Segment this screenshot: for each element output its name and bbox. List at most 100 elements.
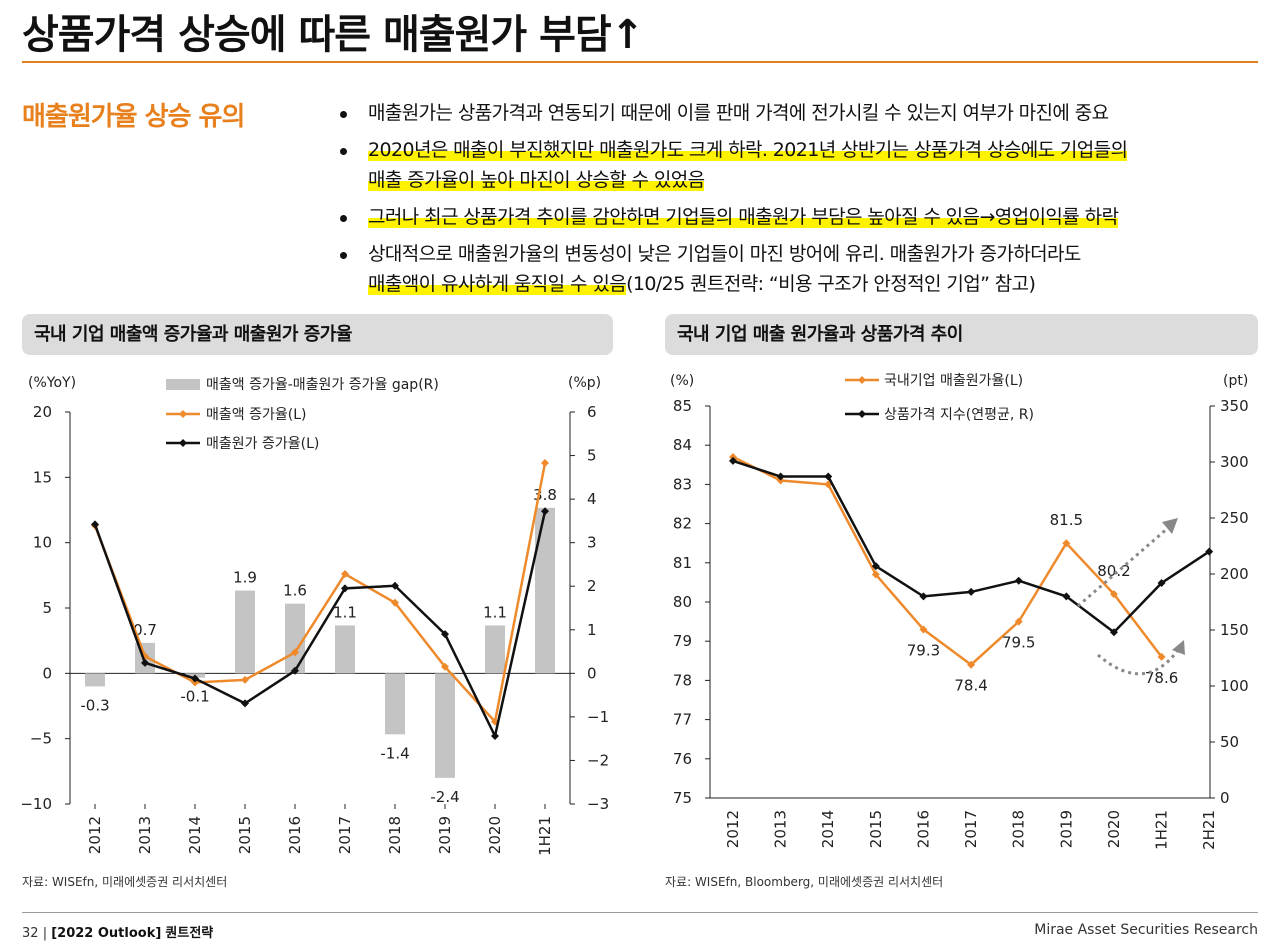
- gap-bar-label: 1.1: [333, 603, 357, 621]
- commodity-index-point: [1109, 628, 1118, 637]
- right-tick-label: 0: [587, 664, 597, 682]
- left-tick-label: 15: [33, 468, 52, 486]
- bullet-text: 매출액이 유사하게 움직일 수 있음: [368, 273, 627, 295]
- bullet-dot-icon: [340, 215, 347, 222]
- legend-gap-swatch: [166, 379, 200, 390]
- cogs-growth-line: [93, 511, 547, 740]
- trend-up-dotted-arrow: [1077, 526, 1169, 608]
- right-axis-unit: (%p): [568, 375, 601, 391]
- commodity-index-point: [824, 472, 833, 481]
- chart2-svg: (%) (pt) 75 76 77 78 79 80 81 82 83 84 85 0 50 100 150 20…: [670, 373, 1249, 850]
- cost-ratio-point: [1062, 539, 1071, 548]
- cost-ratio-label: 81.5: [1050, 511, 1083, 529]
- right-tick-label: 50: [1220, 733, 1239, 751]
- x-tick-label: 2020: [486, 816, 504, 854]
- chart1-source: 자료: WISEfn, 미래에셋증권 리서치센터: [22, 875, 228, 889]
- cost-ratio-label: 80.2: [1097, 562, 1130, 580]
- right-tick-label: 5: [587, 447, 597, 465]
- page-number: 32: [22, 926, 39, 941]
- left-tick-label: 82: [673, 515, 692, 533]
- sales-growth-line: [93, 462, 547, 725]
- legend-cogs-label: 매출원가 증가율(L): [206, 436, 319, 452]
- bullet-text: 그러나 최근 상품가격 추이를 감안하면 기업들의 매출원가 부담은 높아질 수…: [368, 206, 1119, 228]
- right-tick-label: 300: [1220, 453, 1249, 471]
- right-tick-label: 4: [587, 490, 597, 508]
- cost-ratio-point: [1109, 590, 1118, 599]
- footer-divider: [22, 912, 1258, 913]
- chart1-svg: (%YoY) (%p)−10−505101520−3−2−10123456-0.3…: [20, 375, 609, 856]
- left-tick-label: −10: [20, 795, 52, 813]
- bullet-item: 2020년은 매출이 부진했지만 매출원가도 크게 하락. 2021년 상반기는…: [338, 135, 1258, 195]
- left-tick-label: 84: [673, 436, 692, 454]
- left-tick-label: 20: [33, 403, 52, 421]
- cogs-growth-point: [341, 584, 349, 593]
- gap-bar: [285, 603, 305, 674]
- left-tick-label: 10: [33, 534, 52, 552]
- cost-ratio-line: [732, 455, 1163, 667]
- bullet-text: 매출 증가율이 높아 마진이 상승할 수 있었음: [368, 169, 705, 191]
- cost-ratio-label: 79.5: [1002, 634, 1035, 652]
- sales-growth-point: [341, 570, 349, 579]
- bullet-text: (10/25 퀀트전략: “비용 구조가 안정적인 기업” 참고): [626, 273, 1036, 295]
- x-tick-label: 1H21: [536, 816, 554, 856]
- right-tick-label: 350: [1220, 397, 1249, 415]
- left-tick-label: 78: [673, 671, 692, 689]
- cogs-growth-point: [291, 666, 299, 675]
- commodity-index-point: [919, 592, 928, 601]
- commodity-index-point: [1205, 547, 1214, 556]
- gap-bar: [85, 673, 105, 687]
- x-tick-label: 2017: [962, 810, 980, 848]
- right-tick-label: 1: [587, 621, 597, 639]
- cost-ratio-point: [1014, 617, 1023, 626]
- x-tick-label: 2016: [914, 810, 932, 848]
- x-tick-label: 2H21: [1200, 810, 1218, 850]
- title-divider: [22, 61, 1258, 63]
- sales-growth-point: [391, 598, 399, 607]
- cost-ratio-point: [967, 660, 976, 669]
- gap-bar: [235, 590, 255, 674]
- chart1-header: 국내 기업 매출액 증가율과 매출원가 증가율: [22, 314, 613, 355]
- footer-publisher: Mirae Asset Securities Research: [1034, 922, 1258, 938]
- x-tick-label: 2012: [86, 816, 104, 854]
- x-tick-label: 2013: [772, 810, 790, 848]
- cogs-growth-point: [391, 581, 399, 590]
- cost-ratio-label: 79.3: [907, 641, 940, 659]
- sales-growth-point: [441, 662, 449, 671]
- cogs-growth-point: [491, 732, 499, 741]
- commodity-index-point: [1157, 578, 1166, 587]
- left-tick-label: 0: [42, 664, 52, 682]
- cost-ratio-point: [824, 480, 833, 489]
- cogs-growth-point: [191, 674, 199, 683]
- left-tick-label: 5: [42, 599, 52, 617]
- right-tick-label: −2: [587, 751, 609, 769]
- gap-bar-label: -2.4: [430, 788, 459, 806]
- sales-growth-point: [291, 648, 299, 657]
- x-tick-label: 2019: [1057, 810, 1075, 848]
- left-tick-label: 75: [673, 789, 692, 807]
- chart2-header: 국내 기업 매출 원가율과 상품가격 추이: [665, 314, 1258, 355]
- legend-cogs-marker: [179, 439, 187, 447]
- gap-bar: [485, 625, 505, 674]
- bullet-item: 그러나 최근 상품가격 추이를 감안하면 기업들의 매출원가 부담은 높아질 수…: [338, 202, 1258, 232]
- trend-up-arrowhead-icon: [1162, 518, 1178, 534]
- x-tick-label: 2019: [436, 816, 454, 854]
- right-tick-label: 200: [1220, 565, 1249, 583]
- right-tick-label: 2: [587, 577, 597, 595]
- x-tick-label: 2014: [819, 810, 837, 848]
- footer-section: 퀀트전략: [165, 926, 214, 941]
- left-axis-unit: (%): [670, 373, 694, 389]
- gap-bar-label: 0.7: [133, 621, 157, 639]
- gap-bar-label: 1.1: [483, 603, 507, 621]
- commodity-index-point: [1062, 592, 1071, 601]
- bullet-text: 상대적으로 매출원가율의 변동성이 낮은 기업들이 마진 방어에 유리. 매출원…: [368, 243, 1081, 265]
- legend-commodity-label: 상품가격 지수(연평균, R): [884, 407, 1034, 423]
- cogs-growth-point: [541, 507, 549, 516]
- bullet-item: 매출원가는 상품가격과 연동되기 때문에 이를 판매 가격에 전가시킬 수 있는…: [338, 98, 1258, 128]
- x-tick-label: 2015: [867, 810, 885, 848]
- left-tick-label: 79: [673, 632, 692, 650]
- x-tick-label: 2013: [136, 816, 154, 854]
- commodity-index-point: [1014, 576, 1023, 585]
- gap-bar-label: 1.9: [233, 569, 257, 587]
- right-tick-label: 150: [1220, 621, 1249, 639]
- trend-rebound-arrowhead-icon: [1172, 640, 1185, 655]
